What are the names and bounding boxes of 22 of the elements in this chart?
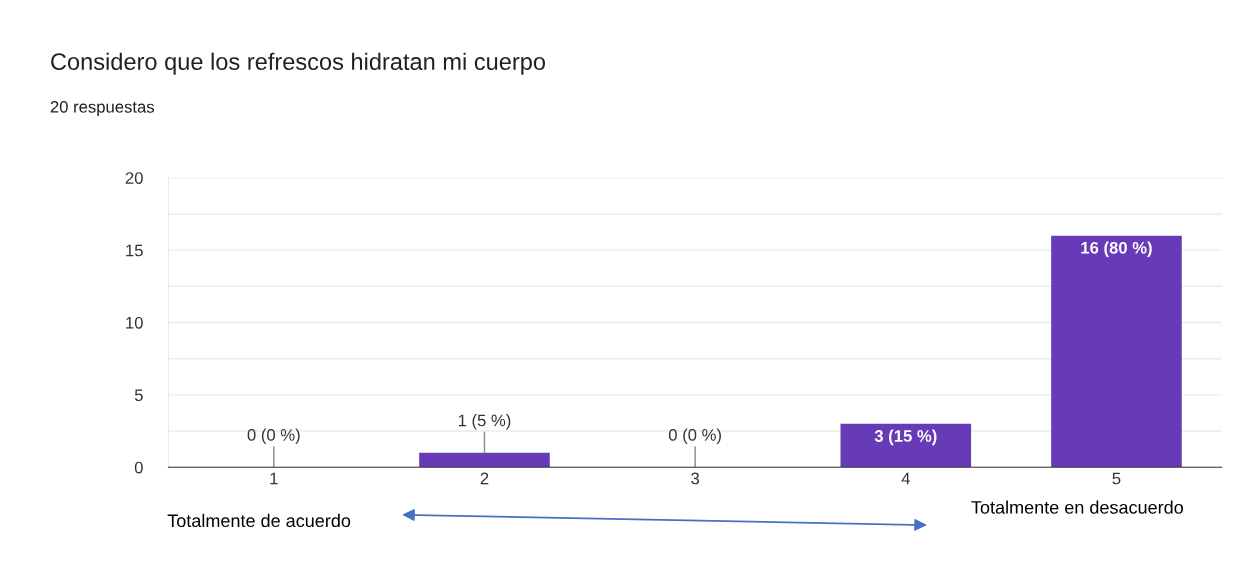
bar <box>419 452 550 468</box>
data-label: 0 (0 %) <box>668 428 721 445</box>
x-tick-label: 2 <box>480 472 489 485</box>
data-label: 0 (0 %) <box>247 428 300 445</box>
y-tick-label: 5 <box>134 389 143 402</box>
x-tick-label: 3 <box>691 472 700 485</box>
chart-title: Considero que los refrescos hidratan mi cuerpo <box>51 52 546 75</box>
y-tick-label: 15 <box>126 244 143 257</box>
text: Totalmente de acuerdo <box>167 513 351 528</box>
x-tick-label: 1 <box>270 472 278 485</box>
y-tick-label: 0 <box>134 461 143 474</box>
x-tick-label: 4 <box>901 472 910 485</box>
data-label: 1 (5 %) <box>458 414 511 430</box>
bar <box>840 423 972 468</box>
bar <box>1051 235 1182 468</box>
chart-subtitle: 20 respuestas <box>50 100 155 117</box>
y-tick-label: 20 <box>125 172 143 184</box>
x-tick-label: 5 <box>1112 472 1121 485</box>
text: Totalmente en desacuerdo <box>971 500 1183 514</box>
y-tick-label: 10 <box>126 316 143 329</box>
data-label: 16 (80 %) <box>1081 241 1152 257</box>
data-label: 3 (15 %) <box>874 429 937 446</box>
